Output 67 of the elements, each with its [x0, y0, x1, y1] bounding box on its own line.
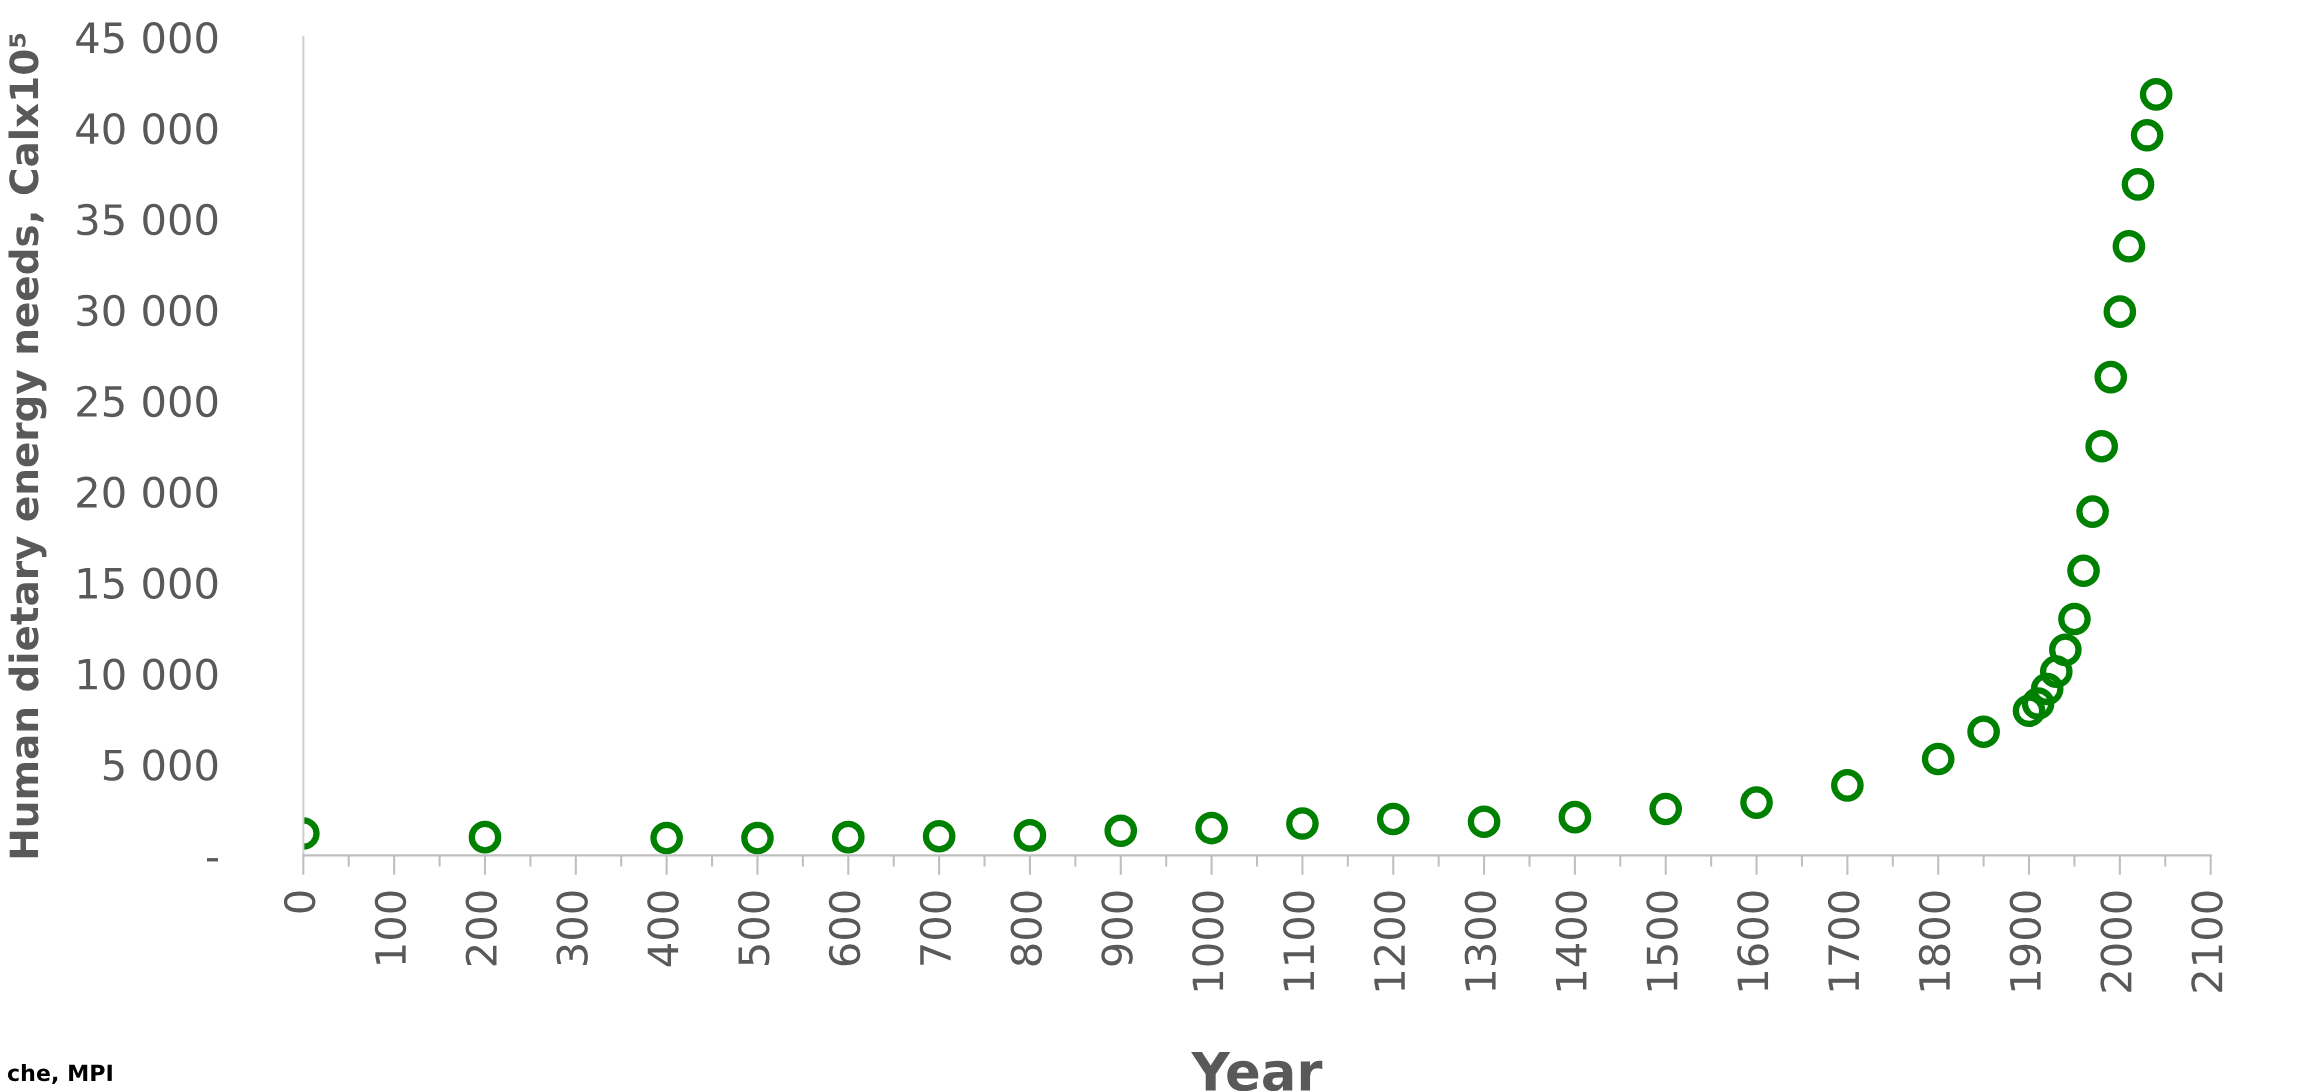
y-axis-title: Human dietary energy needs, Calx10⁵ [8, 33, 47, 858]
x-tick-label: 1300 [1464, 891, 1497, 991]
point [1195, 811, 1228, 845]
x-tick-label: 1900 [2009, 891, 2042, 991]
point [2012, 694, 2046, 728]
x-tick-label: 1400 [1555, 891, 1587, 991]
x-tick-label: 300 [556, 891, 588, 966]
x-tick-label: 200 [465, 891, 498, 966]
y-tick-label: 25 000 [77, 385, 218, 418]
x-tick-label: 2000 [2100, 891, 2132, 992]
point [922, 819, 956, 853]
y-tick-label: 30 000 [77, 294, 218, 327]
point [2049, 633, 2082, 667]
y-tick-label: - [207, 858, 218, 862]
point [2130, 118, 2164, 152]
point [2067, 554, 2100, 588]
point [1104, 814, 1138, 848]
text: che, MPI [7, 1064, 112, 1085]
point [741, 821, 774, 855]
point [1558, 800, 1592, 834]
point [1286, 807, 1319, 840]
x-tick-label: 1600 [1737, 891, 1769, 991]
y-tick-label: 40 000 [76, 112, 218, 145]
x-tick-label: 500 [738, 891, 770, 965]
point [2058, 602, 2091, 636]
point [650, 821, 683, 855]
x-tick-label: 400 [647, 891, 679, 967]
x-tick-label: 600 [828, 891, 861, 966]
x-tick-label: 0 [283, 891, 316, 913]
x-tick-label: 1200 [1373, 891, 1406, 991]
point [1967, 715, 2000, 749]
x-tick-label: 700 [919, 891, 952, 965]
point [2103, 295, 2137, 328]
point [1921, 742, 1955, 776]
x-tick-label: 1800 [1918, 891, 1951, 991]
point [468, 820, 502, 854]
x-tick-label: 100 [374, 891, 407, 964]
y-tick-label: 45 000 [76, 22, 218, 54]
point [1376, 802, 1410, 836]
point [2030, 672, 2064, 706]
point [2121, 168, 2155, 201]
point [2039, 655, 2073, 689]
point [1831, 769, 1864, 802]
x-tick-label: 1700 [1827, 891, 1860, 991]
point [2112, 229, 2146, 263]
x-tick-label: 900 [1101, 891, 1133, 966]
point [1467, 805, 1501, 839]
point [2139, 78, 2173, 111]
x-tick-label: 1100 [1282, 891, 1315, 991]
y-tick-label: 35 000 [77, 203, 218, 236]
point [831, 820, 865, 854]
x-tick-label: 1000 [1192, 891, 1224, 991]
y-tick-label: 5 000 [103, 749, 218, 781]
point [2094, 360, 2128, 394]
x-tick-label: 1500 [1646, 891, 1678, 991]
point [1649, 792, 1683, 826]
x-tick-label: 800 [1010, 891, 1043, 966]
y-tick-label: 15 000 [78, 567, 218, 600]
point [2076, 495, 2109, 528]
point [1740, 786, 1773, 819]
point [2085, 429, 2118, 463]
point [2021, 687, 2055, 720]
point [1013, 819, 1047, 852]
x-tick-label: 2100 [2191, 891, 2223, 992]
y-tick-label: 20 000 [77, 476, 218, 509]
y-tick-label: 10 000 [78, 658, 218, 690]
x-axis-title: Year [1191, 1051, 1323, 1091]
